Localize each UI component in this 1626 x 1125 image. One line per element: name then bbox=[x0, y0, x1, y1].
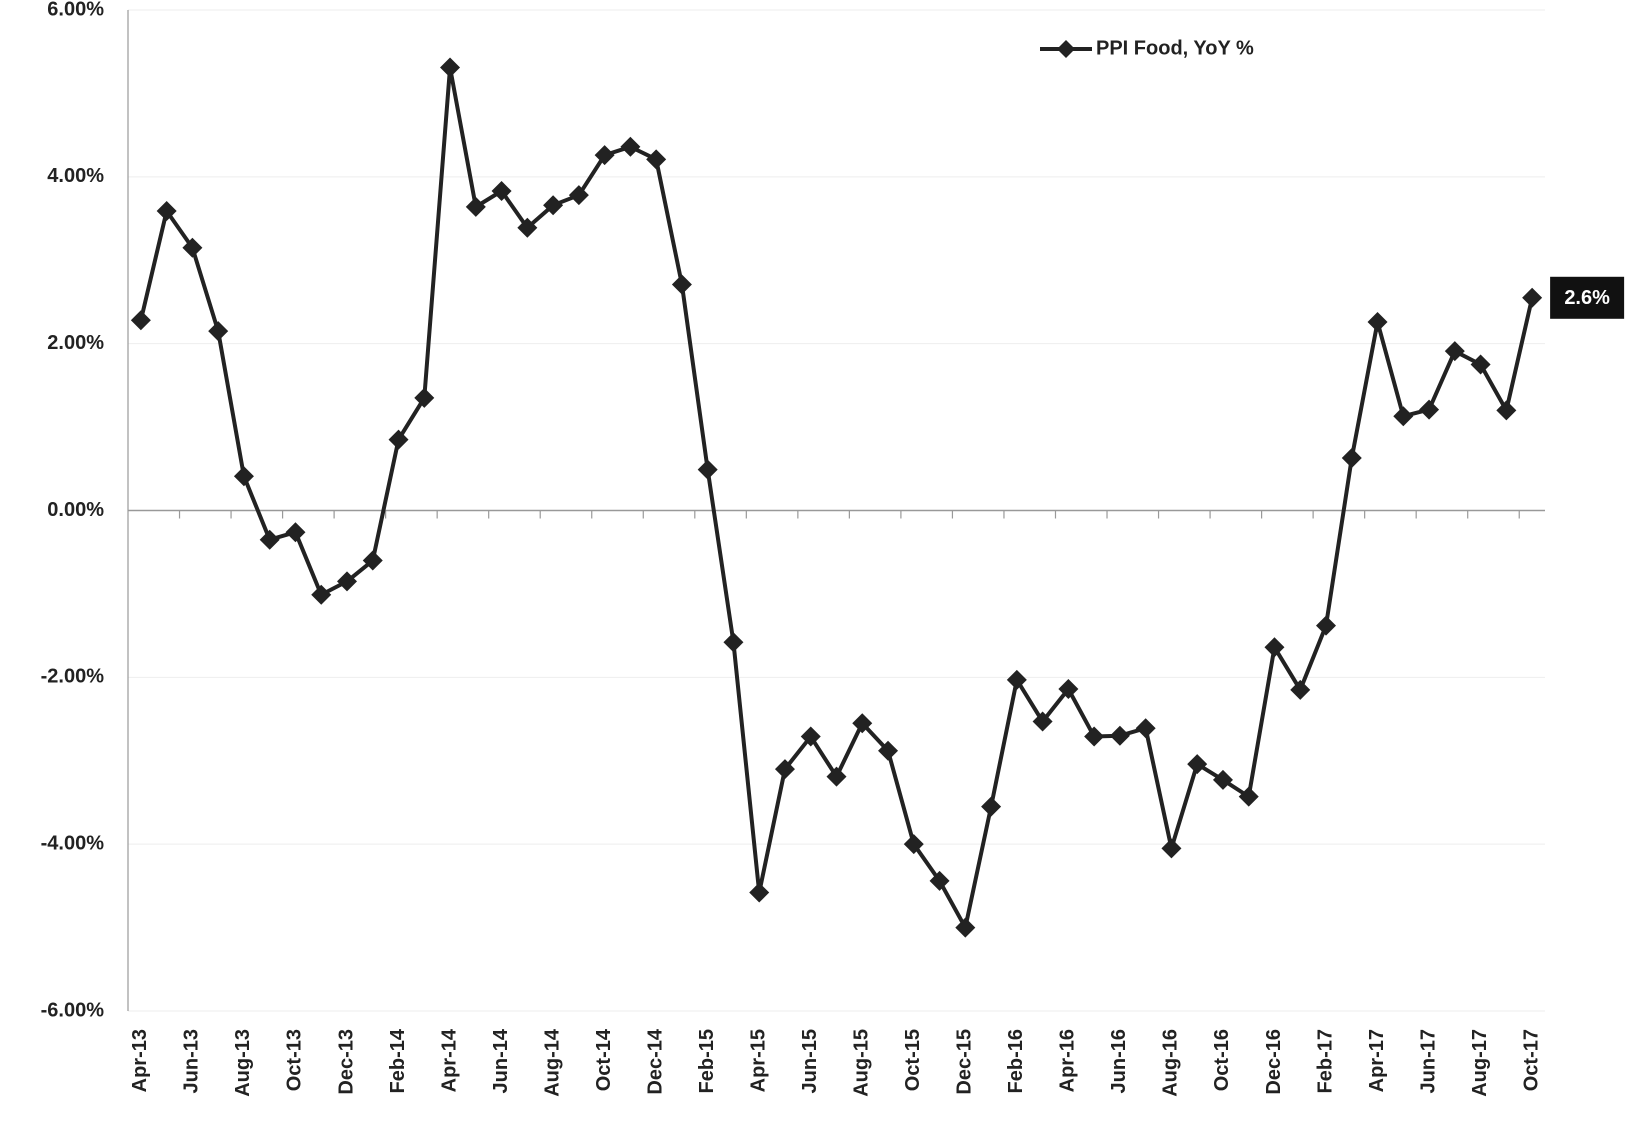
data-point bbox=[440, 57, 461, 78]
data-point bbox=[568, 185, 589, 206]
x-tick-label: Dec-13 bbox=[335, 1029, 357, 1095]
data-point bbox=[259, 529, 280, 550]
data-point bbox=[981, 796, 1002, 817]
x-tick-label: Feb-14 bbox=[387, 1028, 409, 1093]
data-point bbox=[517, 217, 538, 238]
x-tick-label: Apr-14 bbox=[438, 1028, 460, 1092]
data-point bbox=[311, 584, 332, 605]
x-tick-label: Jun-16 bbox=[1108, 1029, 1130, 1093]
data-point bbox=[491, 181, 512, 202]
data-point bbox=[414, 387, 435, 408]
y-tick-label: 0.00% bbox=[47, 499, 104, 521]
data-point bbox=[1419, 399, 1440, 420]
x-tick-label: Jun-15 bbox=[799, 1029, 821, 1093]
data-point bbox=[1187, 754, 1208, 775]
data-point bbox=[130, 310, 151, 331]
data-point bbox=[1496, 400, 1517, 421]
data-point bbox=[543, 195, 564, 216]
data-point bbox=[1006, 669, 1027, 690]
data-point bbox=[620, 136, 641, 157]
y-tick-label: -4.00% bbox=[41, 832, 105, 854]
data-point bbox=[800, 726, 821, 747]
legend-label: PPI Food, YoY % bbox=[1096, 37, 1254, 59]
x-tick-label: Aug-14 bbox=[541, 1028, 563, 1097]
data-point bbox=[1341, 447, 1362, 468]
x-tick-label: Feb-15 bbox=[696, 1029, 718, 1093]
data-point bbox=[1290, 679, 1311, 700]
data-point bbox=[749, 882, 770, 903]
data-point bbox=[388, 429, 409, 450]
y-tick-label: 6.00% bbox=[47, 0, 104, 20]
data-point bbox=[1522, 287, 1543, 308]
y-tick-label: -6.00% bbox=[41, 999, 105, 1021]
x-tick-label: Aug-16 bbox=[1160, 1029, 1182, 1097]
value-label-box bbox=[1550, 276, 1625, 319]
data-point bbox=[1109, 725, 1130, 746]
data-point bbox=[955, 917, 976, 938]
data-point bbox=[1238, 786, 1259, 807]
x-tick-label: Dec-14 bbox=[644, 1028, 666, 1094]
x-tick-label: Jun-13 bbox=[181, 1029, 203, 1093]
data-point bbox=[878, 740, 899, 761]
data-point bbox=[646, 149, 667, 170]
x-tick-label: Oct-13 bbox=[284, 1029, 306, 1091]
y-tick-label: 4.00% bbox=[47, 165, 104, 187]
x-tick-label: Oct-15 bbox=[902, 1029, 924, 1091]
x-tick-label: Feb-16 bbox=[1005, 1029, 1027, 1093]
data-point bbox=[1032, 711, 1053, 732]
value-label: 2.6% bbox=[1564, 287, 1610, 309]
x-tick-label: Aug-13 bbox=[232, 1029, 254, 1097]
data-point bbox=[1393, 406, 1414, 427]
data-point bbox=[697, 459, 718, 480]
y-tick-label: -2.00% bbox=[41, 666, 105, 688]
x-tick-label: Oct-14 bbox=[593, 1028, 615, 1091]
x-tick-label: Oct-16 bbox=[1211, 1029, 1233, 1091]
x-tick-label: Aug-15 bbox=[851, 1029, 873, 1097]
data-point bbox=[594, 145, 615, 166]
data-point bbox=[182, 237, 203, 258]
x-tick-label: Jun-14 bbox=[490, 1028, 512, 1093]
data-point bbox=[1161, 838, 1182, 859]
data-point bbox=[208, 321, 229, 342]
data-point bbox=[1444, 341, 1465, 362]
x-tick-label: Apr-13 bbox=[129, 1029, 151, 1092]
x-tick-label: Feb-17 bbox=[1314, 1029, 1336, 1093]
data-point bbox=[852, 713, 873, 734]
x-tick-label: Aug-17 bbox=[1469, 1029, 1491, 1097]
x-tick-label: Apr-17 bbox=[1366, 1029, 1388, 1092]
data-point bbox=[671, 274, 692, 295]
data-point bbox=[285, 522, 306, 543]
x-tick-label: Dec-15 bbox=[954, 1029, 976, 1095]
data-point bbox=[826, 766, 847, 787]
data-point bbox=[1135, 718, 1156, 739]
data-point bbox=[1367, 311, 1388, 332]
data-point bbox=[929, 870, 950, 891]
series-line bbox=[138, 65, 1535, 930]
data-point bbox=[1264, 637, 1285, 658]
data-point bbox=[1058, 679, 1079, 700]
data-point bbox=[336, 571, 357, 592]
data-point bbox=[1212, 769, 1233, 790]
data-point bbox=[362, 550, 383, 571]
x-tick-label: Apr-16 bbox=[1057, 1029, 1079, 1092]
y-tick-label: 2.00% bbox=[47, 332, 104, 354]
x-tick-label: Apr-15 bbox=[747, 1029, 769, 1092]
data-point bbox=[723, 632, 744, 653]
data-point bbox=[1084, 726, 1105, 747]
x-tick-label: Dec-16 bbox=[1263, 1029, 1285, 1095]
x-tick-label: Oct-17 bbox=[1520, 1029, 1542, 1091]
data-point bbox=[774, 759, 795, 780]
data-point bbox=[1470, 354, 1491, 375]
x-tick-label: Jun-17 bbox=[1417, 1029, 1439, 1093]
data-point bbox=[233, 466, 254, 487]
data-point bbox=[156, 201, 177, 222]
data-point bbox=[1316, 615, 1337, 636]
data-point bbox=[465, 196, 486, 217]
legend-marker bbox=[1057, 40, 1075, 58]
data-point bbox=[903, 834, 924, 855]
